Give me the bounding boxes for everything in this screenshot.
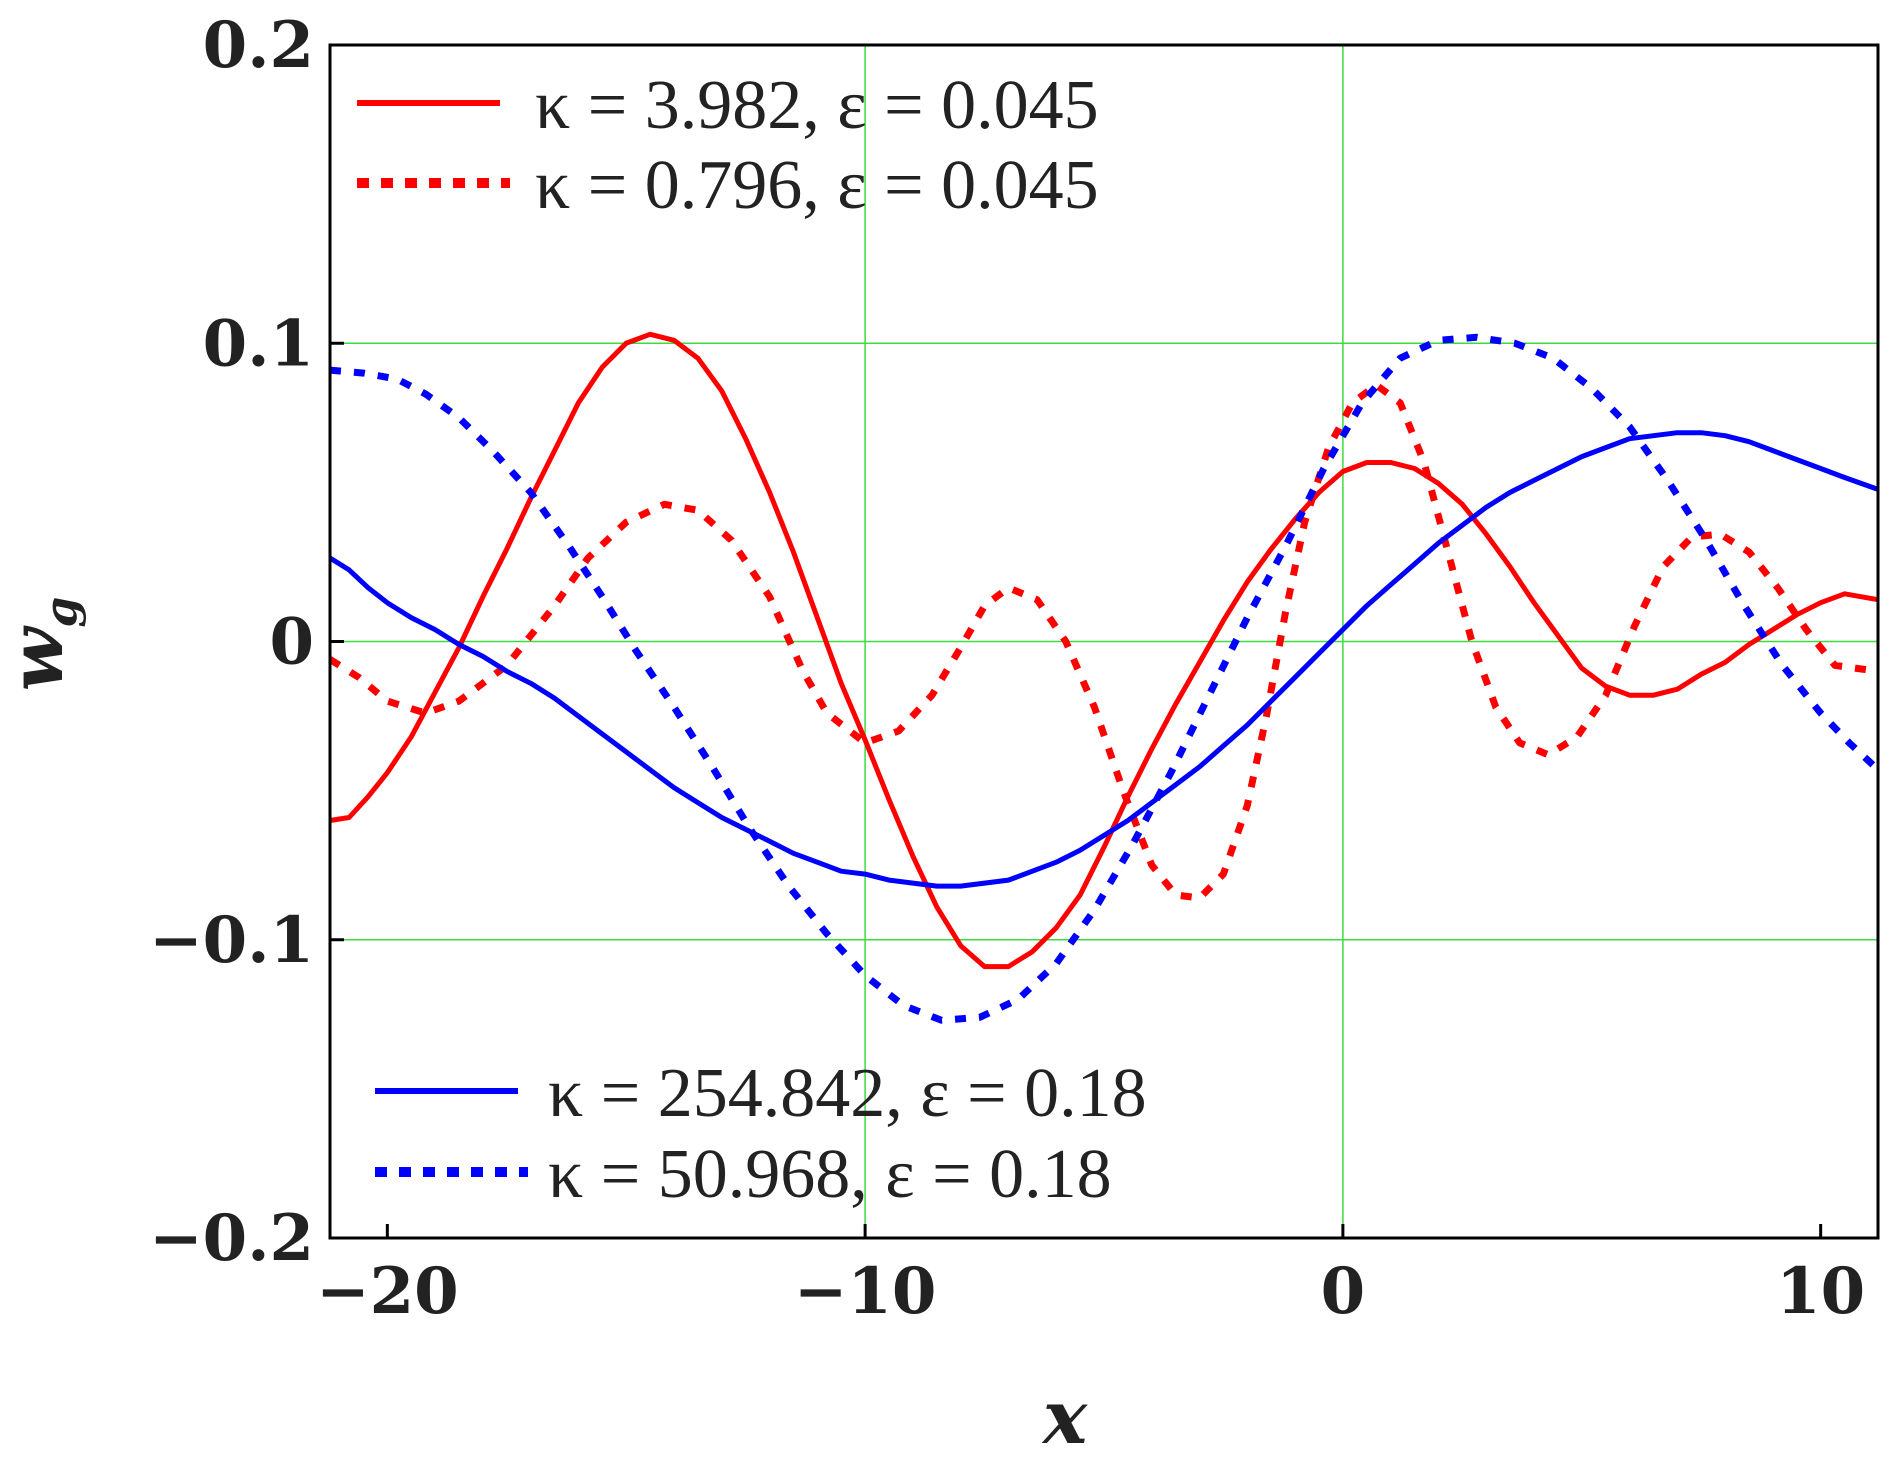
plot-series <box>328 331 1881 1024</box>
y-tick-label-0: 0.2 <box>203 8 314 83</box>
legend-label-blue-solid: κ = 254.842, ε = 0.18 <box>548 1055 1147 1132</box>
legend-label-red-dotted: κ = 0.796, ε = 0.045 <box>535 147 1099 224</box>
y-axis-label: wg <box>0 597 87 691</box>
series-line-2 <box>328 430 1879 889</box>
axis-ticks: −20 −10 0 10 0.2 0.1 0 −0.1 −0.2 <box>149 8 1865 1329</box>
x-tick-label-3: 10 <box>1776 1254 1865 1329</box>
x-tick-label-1: −10 <box>794 1254 937 1329</box>
y-tick-label-2: 0 <box>269 605 314 680</box>
grid-lines <box>330 45 1878 1238</box>
y-axis-label-main: wg <box>0 597 87 691</box>
legend-bottom: κ = 254.842, ε = 0.18 κ = 50.968, ε = 0.… <box>375 1055 1147 1213</box>
legend-top: κ = 3.982, ε = 0.045 κ = 0.796, ε = 0.04… <box>357 67 1099 224</box>
x-tick-label-0: −20 <box>316 1254 459 1329</box>
x-axis-label: x <box>1041 1375 1088 1460</box>
y-tick-label-3: −0.1 <box>149 903 314 978</box>
legend-label-blue-dotted: κ = 50.968, ε = 0.18 <box>548 1136 1112 1213</box>
y-tick-label-4: −0.2 <box>149 1201 314 1276</box>
y-axis-label-subscript: g <box>36 597 87 628</box>
legend-label-red-solid: κ = 3.982, ε = 0.045 <box>535 67 1099 144</box>
series-line-3 <box>329 333 1881 1024</box>
x-tick-label-2: 0 <box>1321 1254 1366 1329</box>
y-tick-label-1: 0.1 <box>203 306 314 381</box>
series-line-1 <box>328 381 1879 902</box>
series-line-0 <box>329 331 1879 970</box>
